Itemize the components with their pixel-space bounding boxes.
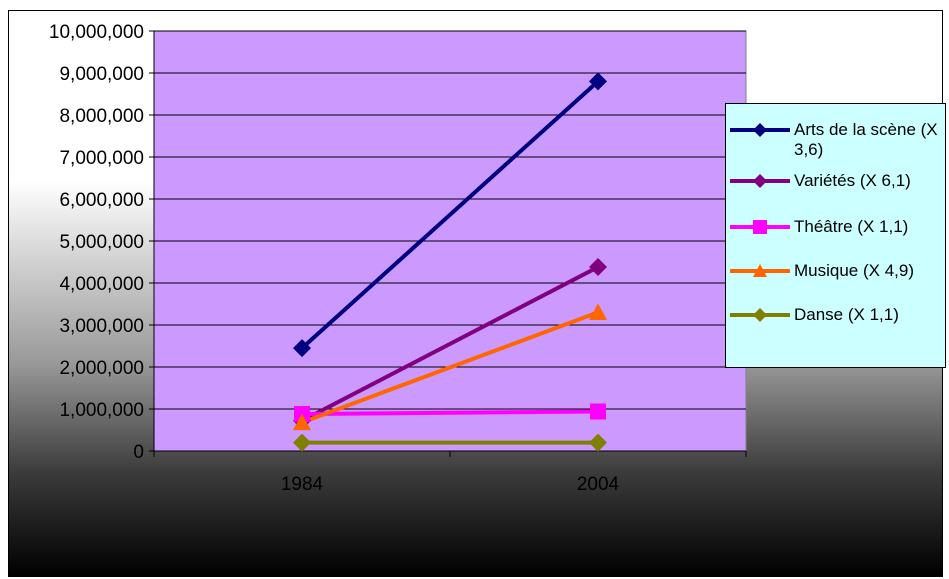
- legend-label: Musique (X 4,9): [794, 261, 914, 280]
- data-point-marker: [293, 339, 311, 358]
- line-chart: 0 1,000,000 2,000,000 3,000,000 4,000,000 5,0…: [49, 22, 747, 495]
- x-tick-label: 1984: [281, 474, 324, 495]
- data-point-marker: [589, 72, 607, 91]
- legend-marker-icon: [730, 308, 790, 322]
- data-point-marker: [589, 258, 607, 277]
- y-tick-label: 5,000,000: [59, 232, 144, 253]
- data-point-marker: [590, 403, 606, 420]
- x-tick-label: 2004: [577, 474, 620, 495]
- y-tick-label: 6,000,000: [59, 190, 144, 211]
- gridlines: [149, 30, 746, 452]
- legend-label: Variétés (X 6,1): [794, 171, 911, 190]
- y-tick-label: 4,000,000: [59, 274, 144, 295]
- legend-label: Théâtre (X 1,1): [794, 217, 909, 236]
- series-line: [301, 409, 599, 417]
- data-point-marker: [293, 413, 311, 431]
- data-point-marker: [589, 433, 607, 452]
- legend: Arts de la scène (X 3,6) Variétés (X 6,1)…: [725, 103, 946, 368]
- y-tick-label: 2,000,000: [59, 358, 144, 379]
- y-tick-label: 0: [133, 442, 144, 463]
- y-tick-label: 8,000,000: [59, 106, 144, 127]
- legend-label: Danse (X 1,1): [794, 305, 899, 324]
- data-point-marker: [589, 303, 607, 321]
- series-line: [301, 310, 599, 425]
- legend-marker: [753, 174, 767, 188]
- y-tick-label: 10,000,000: [49, 22, 144, 43]
- legend-marker-icon: [730, 174, 790, 188]
- legend-marker-icon: [730, 123, 790, 137]
- legend-label: Arts de la scène (X 3,6): [794, 120, 938, 159]
- series-lines: [300, 79, 600, 445]
- legend-marker-icon: [730, 264, 790, 277]
- series-markers: [293, 72, 607, 452]
- series-line: [300, 79, 600, 350]
- y-axis-tick-labels: 0 1,000,000 2,000,000 3,000,000 4,000,000 5,0…: [49, 22, 144, 463]
- y-tick-label: 3,000,000: [59, 316, 144, 337]
- y-tick-label: 9,000,000: [59, 64, 144, 85]
- series-line: [301, 265, 599, 423]
- axes: [153, 31, 747, 457]
- x-axis-tick-labels: 1984 2004: [281, 474, 620, 495]
- legend-marker: [753, 308, 767, 322]
- data-point-marker: [293, 433, 311, 452]
- legend-marker: [753, 220, 767, 234]
- legend-marker: [753, 123, 767, 137]
- legend-marker: [753, 264, 767, 277]
- legend-marker-icon: [730, 220, 790, 234]
- y-tick-label: 1,000,000: [59, 400, 144, 421]
- y-tick-label: 7,000,000: [59, 148, 144, 169]
